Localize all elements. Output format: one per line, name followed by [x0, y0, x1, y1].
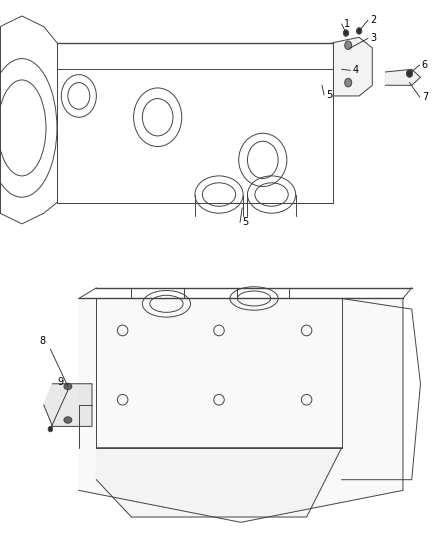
Polygon shape — [333, 37, 372, 96]
Text: 8: 8 — [40, 336, 46, 346]
Ellipse shape — [343, 30, 349, 36]
Polygon shape — [44, 384, 92, 426]
Text: 3: 3 — [370, 34, 376, 43]
Ellipse shape — [345, 78, 352, 87]
Ellipse shape — [64, 383, 72, 390]
Text: 6: 6 — [422, 60, 428, 70]
Polygon shape — [79, 298, 403, 522]
Text: 4: 4 — [353, 66, 359, 75]
Polygon shape — [96, 448, 342, 517]
Text: 2: 2 — [370, 15, 376, 25]
Ellipse shape — [406, 70, 413, 77]
Text: 1: 1 — [344, 19, 350, 29]
Ellipse shape — [64, 417, 72, 423]
Bar — [57, 43, 333, 203]
Text: 5: 5 — [242, 217, 248, 227]
Polygon shape — [385, 69, 420, 85]
Ellipse shape — [48, 426, 53, 432]
Text: 7: 7 — [422, 92, 428, 102]
Ellipse shape — [357, 28, 362, 34]
Text: 9: 9 — [57, 377, 64, 387]
Text: 5: 5 — [326, 90, 332, 100]
Ellipse shape — [345, 41, 352, 50]
